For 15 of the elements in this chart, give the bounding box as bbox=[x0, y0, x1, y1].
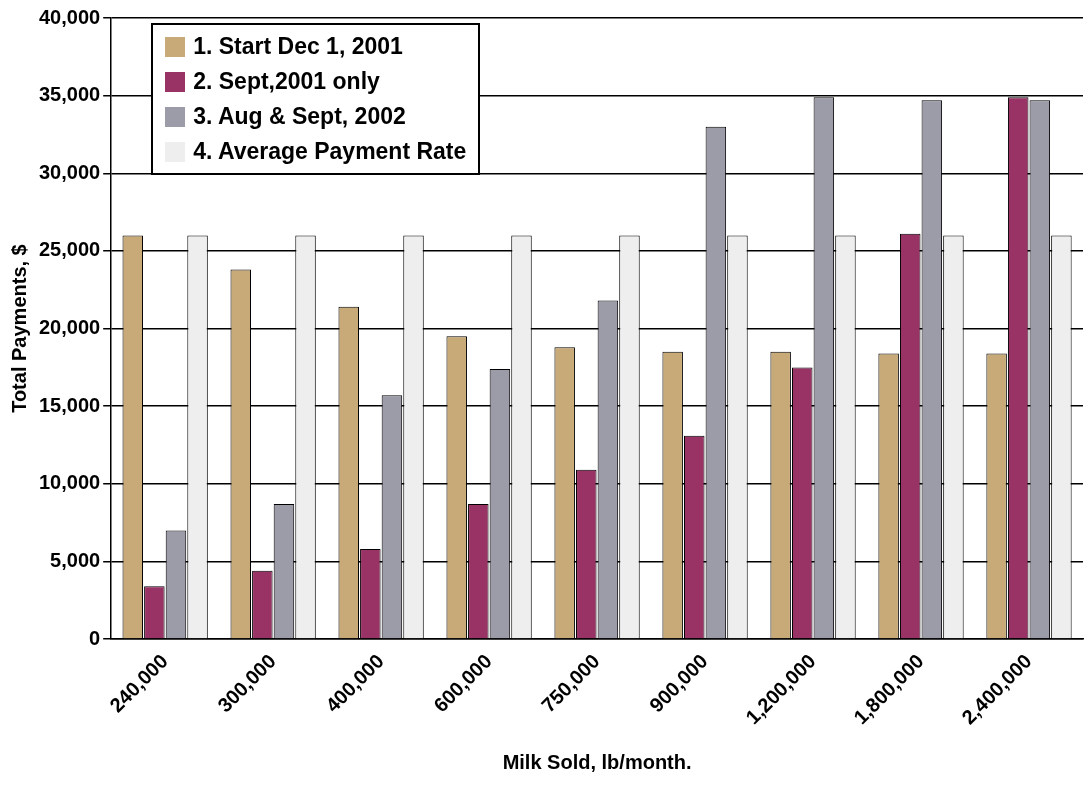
y-tick-label: 35,000 bbox=[39, 83, 101, 106]
y-tick-label: 15,000 bbox=[39, 393, 101, 416]
legend-label: 2. Sept,2001 only bbox=[193, 68, 380, 95]
y-tick-label: 0 bbox=[89, 626, 101, 649]
y-tick-label: 5,000 bbox=[50, 548, 101, 571]
legend-label: 3. Aug & Sept, 2002 bbox=[193, 103, 406, 130]
legend-label: 1. Start Dec 1, 2001 bbox=[193, 33, 403, 60]
y-tick-label: 20,000 bbox=[39, 316, 101, 339]
y-tick-label: 10,000 bbox=[39, 471, 101, 494]
x-axis-title: Milk Sold, lb/month. bbox=[502, 750, 692, 773]
y-tick-label: 25,000 bbox=[39, 238, 101, 261]
y-axis-title: Total Payments, $ bbox=[7, 244, 30, 413]
y-tick-label: 30,000 bbox=[39, 160, 101, 183]
y-tick-label: 40,000 bbox=[39, 5, 101, 28]
legend-label: 4. Average Payment Rate bbox=[193, 138, 467, 165]
